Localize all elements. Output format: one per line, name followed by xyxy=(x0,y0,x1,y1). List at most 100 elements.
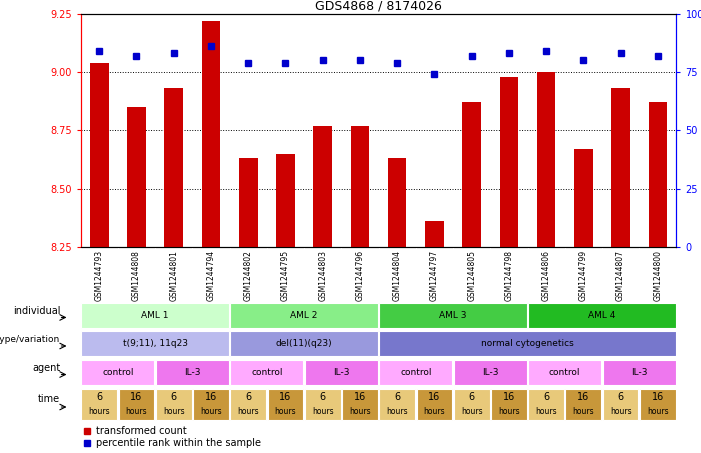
Text: GSM1244802: GSM1244802 xyxy=(244,250,252,301)
Bar xyxy=(342,389,378,420)
Bar xyxy=(379,303,526,328)
Bar xyxy=(463,102,481,247)
Bar xyxy=(313,125,332,247)
Text: transformed count: transformed count xyxy=(95,426,186,436)
Text: hours: hours xyxy=(610,407,632,416)
Text: hours: hours xyxy=(275,407,297,416)
Text: IL-3: IL-3 xyxy=(333,368,350,377)
Bar xyxy=(379,389,415,420)
Text: IL-3: IL-3 xyxy=(184,368,200,377)
Text: hours: hours xyxy=(125,407,147,416)
Text: AML 3: AML 3 xyxy=(440,311,467,320)
Bar xyxy=(379,360,452,385)
Text: hours: hours xyxy=(423,407,445,416)
Text: hours: hours xyxy=(573,407,594,416)
Text: GSM1244797: GSM1244797 xyxy=(430,250,439,301)
Text: 16: 16 xyxy=(205,392,217,402)
Text: 16: 16 xyxy=(354,392,366,402)
Text: hours: hours xyxy=(461,407,482,416)
Text: 16: 16 xyxy=(130,392,142,402)
Text: normal cytogenetics: normal cytogenetics xyxy=(481,339,574,348)
Text: hours: hours xyxy=(200,407,222,416)
Bar xyxy=(566,389,601,420)
Text: hours: hours xyxy=(386,407,408,416)
Text: 16: 16 xyxy=(279,392,292,402)
Bar xyxy=(500,77,518,247)
Text: 16: 16 xyxy=(577,392,590,402)
Text: hours: hours xyxy=(349,407,371,416)
Text: t(9;11), 11q23: t(9;11), 11q23 xyxy=(123,339,188,348)
Text: 6: 6 xyxy=(245,392,251,402)
Bar xyxy=(454,360,526,385)
Bar xyxy=(268,389,304,420)
Bar xyxy=(127,107,146,247)
Text: 16: 16 xyxy=(652,392,664,402)
Text: GSM1244806: GSM1244806 xyxy=(542,250,550,301)
Text: GSM1244801: GSM1244801 xyxy=(169,250,178,301)
Bar xyxy=(603,360,676,385)
Bar xyxy=(90,63,109,247)
Bar xyxy=(491,389,526,420)
Text: AML 2: AML 2 xyxy=(290,311,318,320)
Bar xyxy=(640,389,676,420)
Text: GSM1244799: GSM1244799 xyxy=(579,250,588,301)
Text: GSM1244808: GSM1244808 xyxy=(132,250,141,301)
Text: IL-3: IL-3 xyxy=(482,368,498,377)
Text: 16: 16 xyxy=(428,392,440,402)
Text: 6: 6 xyxy=(468,392,475,402)
Bar xyxy=(156,389,191,420)
Bar xyxy=(574,149,592,247)
Bar xyxy=(81,331,229,357)
Bar xyxy=(454,389,489,420)
Text: GSM1244800: GSM1244800 xyxy=(653,250,662,301)
Bar xyxy=(425,221,444,247)
Text: 6: 6 xyxy=(394,392,400,402)
Text: GSM1244807: GSM1244807 xyxy=(616,250,625,301)
Bar xyxy=(193,389,229,420)
Bar xyxy=(529,389,564,420)
Text: control: control xyxy=(251,368,283,377)
Text: 6: 6 xyxy=(618,392,624,402)
Text: hours: hours xyxy=(498,407,519,416)
Bar xyxy=(156,360,229,385)
Bar xyxy=(202,20,220,247)
Bar xyxy=(648,102,667,247)
Text: hours: hours xyxy=(312,407,334,416)
Text: control: control xyxy=(400,368,432,377)
Bar xyxy=(239,158,257,247)
Text: 6: 6 xyxy=(543,392,549,402)
Bar xyxy=(379,331,676,357)
Text: AML 4: AML 4 xyxy=(588,311,615,320)
Text: control: control xyxy=(549,368,580,377)
Bar xyxy=(276,154,294,247)
Bar xyxy=(529,303,676,328)
Text: hours: hours xyxy=(536,407,557,416)
Text: genotype/variation: genotype/variation xyxy=(0,335,60,344)
Bar xyxy=(81,389,117,420)
Bar xyxy=(81,360,154,385)
Bar xyxy=(81,303,229,328)
Text: hours: hours xyxy=(88,407,110,416)
Text: hours: hours xyxy=(238,407,259,416)
Text: individual: individual xyxy=(13,306,60,316)
Text: GSM1244795: GSM1244795 xyxy=(281,250,290,301)
Bar xyxy=(305,389,341,420)
Text: AML 1: AML 1 xyxy=(142,311,169,320)
Text: GSM1244803: GSM1244803 xyxy=(318,250,327,301)
Bar xyxy=(231,389,266,420)
Text: IL-3: IL-3 xyxy=(631,368,648,377)
Text: GSM1244793: GSM1244793 xyxy=(95,250,104,301)
Text: 6: 6 xyxy=(170,392,177,402)
Bar xyxy=(611,88,630,247)
Text: percentile rank within the sample: percentile rank within the sample xyxy=(95,439,261,448)
Bar xyxy=(537,72,555,247)
Title: GDS4868 / 8174026: GDS4868 / 8174026 xyxy=(315,0,442,12)
Text: GSM1244804: GSM1244804 xyxy=(393,250,402,301)
Bar xyxy=(603,389,639,420)
Bar xyxy=(231,331,378,357)
Bar xyxy=(231,303,378,328)
Text: GSM1244798: GSM1244798 xyxy=(505,250,513,301)
Text: control: control xyxy=(102,368,134,377)
Bar xyxy=(529,360,601,385)
Text: del(11)(q23): del(11)(q23) xyxy=(275,339,332,348)
